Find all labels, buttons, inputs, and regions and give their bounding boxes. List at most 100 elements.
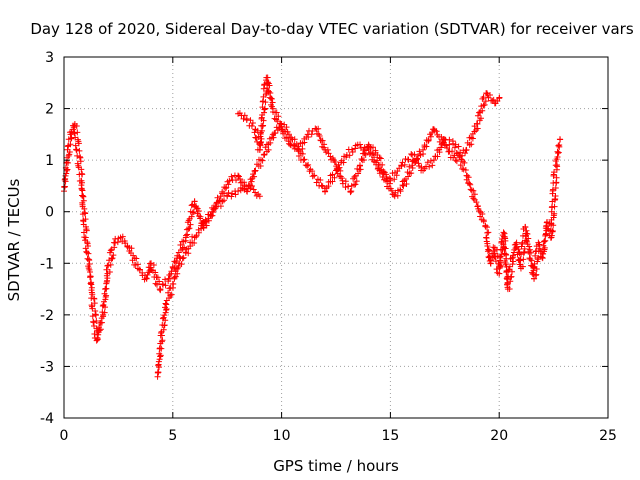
data-point-fill (497, 253, 504, 260)
data-point-fill (75, 164, 82, 171)
data-point-fill (490, 248, 497, 255)
data-point-fill (319, 137, 326, 144)
data-point-fill (66, 149, 73, 156)
data-point (452, 157, 459, 164)
data-point-fill (427, 133, 434, 140)
data-point-fill (182, 232, 189, 239)
series-track-a (61, 120, 492, 344)
data-point-fill (467, 186, 474, 193)
data-point-fill (265, 146, 272, 153)
data-point-fill (553, 156, 560, 163)
data-point-fill (475, 205, 482, 212)
data-point-fill (340, 159, 347, 166)
data-point-fill (548, 216, 555, 223)
data-point (235, 172, 242, 179)
data-point-fill (379, 173, 386, 180)
data-point-fill (309, 173, 316, 180)
data-point-fill (93, 317, 100, 324)
data-point-fill (521, 245, 528, 252)
data-point-fill (195, 208, 202, 215)
data-point-fill (467, 181, 474, 188)
data-point-fill (183, 226, 190, 233)
data-point-fill (478, 103, 485, 110)
data-point-fill (304, 162, 311, 169)
data-point-fill (97, 326, 104, 333)
data-point-fill (486, 92, 493, 99)
data-point-fill (519, 263, 526, 270)
data-point-fill (68, 128, 75, 135)
data-point-fill (157, 340, 164, 347)
data-point-fill (305, 134, 312, 141)
data-point-fill (273, 109, 280, 116)
data-point-fill (525, 248, 532, 255)
data-point-fill (74, 152, 81, 159)
data-point-fill (73, 146, 80, 153)
data-point-fill (429, 162, 436, 169)
data-point-fill (478, 115, 485, 122)
data-point-fill (260, 117, 267, 124)
data-point-fill (530, 264, 537, 271)
data-point-fill (471, 191, 478, 198)
data-point-fill (97, 319, 104, 326)
data-point-fill (64, 166, 71, 173)
data-point-fill (434, 131, 441, 138)
data-point-fill (73, 123, 80, 130)
data-point-fill (423, 143, 430, 150)
data-point-fill (275, 113, 282, 120)
data-point-fill (299, 150, 306, 157)
data-point-fill (484, 248, 491, 255)
data-point-fill (468, 187, 475, 194)
data-point-fill (486, 257, 493, 264)
data-point-fill (315, 125, 322, 132)
data-point-fill (154, 274, 161, 281)
data-point-fill (424, 159, 431, 166)
data-point-fill (415, 160, 422, 167)
data-point-fill (492, 254, 499, 261)
data-point-fill (482, 222, 489, 229)
data-point (226, 177, 233, 184)
x-tick-label: 10 (273, 428, 291, 444)
data-point-fill (487, 256, 494, 263)
data-point-fill (342, 178, 349, 185)
data-point-fill (222, 185, 229, 192)
data-point-fill (154, 281, 161, 288)
data-point-fill (540, 238, 547, 245)
data-point-fill (185, 225, 192, 232)
data-point-fill (259, 104, 266, 111)
data-point-fill (168, 291, 175, 298)
data-point-fill (103, 280, 110, 287)
data-point-fill (158, 345, 165, 352)
data-point-fill (103, 266, 110, 273)
data-point-fill (434, 153, 441, 160)
data-point-fill (89, 305, 96, 312)
data-point-fill (518, 251, 525, 258)
data-point-fill (527, 256, 534, 263)
data-point-fill (391, 176, 398, 183)
data-point-fill (155, 358, 162, 365)
data-point-fill (439, 140, 446, 147)
data-point-fill (283, 124, 290, 131)
data-point-fill (161, 312, 168, 319)
data-point-fill (318, 182, 325, 189)
data-point-fill (411, 151, 418, 158)
x-tick-label: 15 (381, 428, 399, 444)
data-point-fill (168, 270, 175, 277)
data-point-fill (110, 252, 117, 259)
data-point-fill (553, 161, 560, 168)
data-point-fill (159, 280, 166, 287)
data-point-fill (555, 142, 562, 149)
data-point-fill (501, 244, 508, 251)
data-point-fill (368, 151, 375, 158)
data-point-fill (479, 211, 486, 218)
data-point-fill (551, 169, 558, 176)
data-point (287, 141, 294, 148)
data-point-fill (378, 166, 385, 173)
data-point-fill (405, 156, 412, 163)
data-point-fill (545, 226, 552, 233)
data-point-fill (219, 198, 226, 205)
data-point-fill (200, 224, 207, 231)
data-point-fill (268, 95, 275, 102)
data-point-fill (225, 181, 232, 188)
data-point-fill (360, 157, 367, 164)
data-point-fill (377, 155, 384, 162)
